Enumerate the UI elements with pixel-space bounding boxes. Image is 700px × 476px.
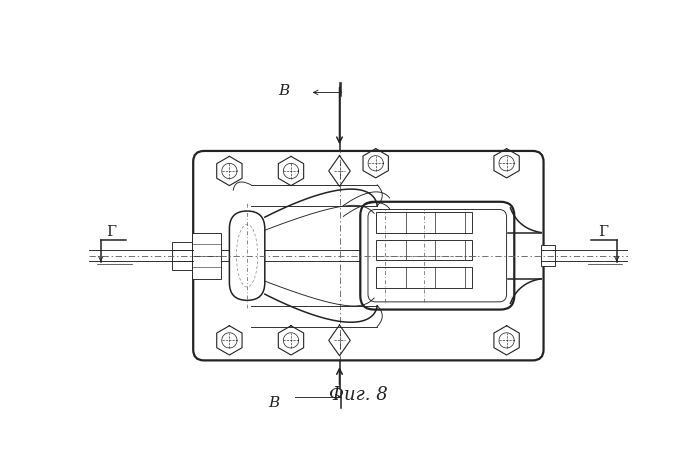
Text: Г: Г (598, 225, 608, 238)
Text: B: B (268, 395, 280, 409)
Bar (172, 242, 192, 270)
Bar (192, 233, 221, 279)
FancyBboxPatch shape (193, 152, 543, 361)
Bar (376, 240, 472, 261)
Bar (376, 268, 472, 288)
Bar (541, 245, 555, 267)
Bar (376, 212, 472, 233)
FancyBboxPatch shape (230, 211, 265, 301)
Text: Фиг. 8: Фиг. 8 (330, 386, 388, 404)
FancyBboxPatch shape (368, 210, 507, 302)
FancyBboxPatch shape (360, 202, 514, 310)
Text: B: B (279, 84, 290, 98)
Text: Г: Г (106, 225, 116, 238)
